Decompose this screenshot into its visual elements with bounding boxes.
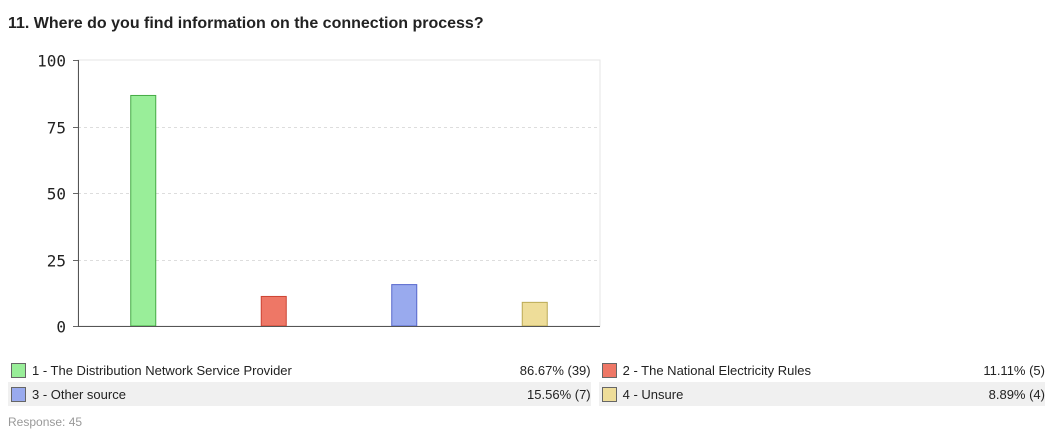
bar-2: [260, 295, 287, 327]
legend-label-1: 1 - The Distribution Network Service Pro…: [32, 362, 292, 378]
y-tick-label: 75: [47, 119, 66, 138]
bar-chart: 0 25 50 75 100: [37, 52, 601, 337]
bar-3: [391, 284, 418, 327]
y-tick-label: 0: [56, 318, 66, 337]
bar-1: [130, 94, 157, 327]
legend-label-4: 4 - Unsure: [622, 382, 941, 406]
legend-label-2: 2 - The National Electricity Rules: [622, 362, 811, 378]
y-tick-label: 100: [37, 52, 66, 71]
legend-value-3: 15.56% (7): [470, 382, 591, 406]
legend-value-1: 86.67% (39): [519, 362, 591, 378]
legend-label-3: 3 - Other source: [32, 382, 471, 406]
legend-value-2: 11.11% (5): [983, 362, 1045, 378]
y-tick-label: 50: [47, 185, 66, 204]
y-tick-label: 25: [47, 252, 66, 271]
chart-legend: 1 - The Distribution Network Service Pro…: [8, 358, 1045, 406]
legend-swatch-4: [601, 386, 617, 402]
legend-swatch-3: [11, 386, 26, 402]
response-count: Response: 45: [8, 415, 83, 429]
legend-swatch-1: [11, 362, 26, 378]
legend-row: 3 - Other source 15.56% (7) 4 - Unsure 8…: [8, 382, 1045, 406]
question-title: 11. Where do you find information on the…: [8, 15, 484, 32]
bar-4: [521, 301, 548, 327]
legend-swatch-2: [601, 362, 617, 378]
legend-value-4: 8.89% (4): [940, 382, 1045, 406]
legend-row: 1 - The Distribution Network Service Pro…: [8, 358, 1045, 382]
